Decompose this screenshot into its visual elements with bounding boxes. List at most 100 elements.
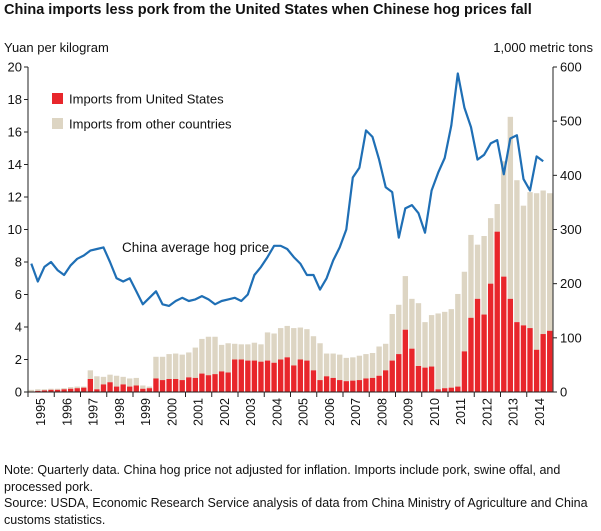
bar-united-states: [474, 298, 481, 392]
x-tick-label: 1996: [60, 398, 74, 426]
bar-other-countries: [133, 377, 139, 386]
bar-united-states: [402, 329, 409, 392]
bar-other-countries: [100, 376, 107, 385]
bar-other-countries: [67, 387, 74, 389]
x-tick-label: 2003: [244, 398, 258, 426]
bar-other-countries: [54, 388, 61, 390]
bar-other-countries: [94, 376, 100, 390]
bar-other-countries: [107, 374, 113, 383]
x-tick-label: 2006: [323, 398, 337, 426]
bar-united-states: [297, 359, 304, 392]
notes-block: Note: Quarterly data. China hog price no…: [4, 462, 596, 528]
bar-other-countries: [356, 355, 363, 381]
bar-other-countries: [369, 353, 376, 378]
bar-other-countries: [474, 244, 481, 299]
bar-other-countries: [28, 389, 34, 392]
x-tick-label: 1997: [87, 398, 101, 426]
bar-other-countries: [61, 388, 67, 390]
bar-other-countries: [186, 352, 192, 378]
bar-united-states: [264, 360, 271, 392]
bar-united-states: [48, 389, 54, 392]
x-tick-label: 2005: [297, 398, 311, 426]
x-tick-label: 2011: [454, 398, 468, 425]
chart-canvas: 0246810121416182001002003004005006001995…: [8, 60, 582, 426]
bar-united-states: [140, 388, 146, 392]
x-tick-label: 1998: [113, 398, 127, 426]
left-tick-label: 8: [15, 255, 22, 270]
bar-united-states: [192, 377, 199, 392]
bar-united-states: [455, 386, 461, 392]
bar-other-countries: [264, 332, 271, 361]
bar-united-states: [448, 387, 454, 392]
bar-united-states: [100, 384, 107, 392]
bar-united-states: [422, 367, 428, 392]
left-tick-label: 12: [8, 190, 22, 205]
right-tick-label: 600: [560, 60, 582, 75]
bar-other-countries: [205, 336, 212, 376]
x-tick-label: 1995: [34, 398, 48, 426]
bar-other-countries: [415, 303, 422, 366]
bar-united-states: [514, 322, 520, 392]
bar-united-states: [343, 381, 349, 392]
bar-united-states: [251, 360, 258, 392]
bar-united-states: [127, 386, 133, 392]
bar-united-states: [527, 328, 533, 392]
bar-other-countries: [232, 343, 238, 360]
bar-other-countries: [113, 375, 120, 387]
bar-other-countries: [291, 328, 297, 366]
right-tick-label: 100: [560, 330, 582, 345]
bar-other-countries: [166, 354, 172, 379]
left-tick-label: 20: [8, 60, 22, 75]
bar-united-states: [284, 357, 290, 392]
bar-united-states: [258, 361, 264, 392]
bar-united-states: [159, 380, 166, 392]
x-tick-label: 2014: [533, 398, 547, 426]
bar-united-states: [232, 359, 238, 392]
bar-other-countries: [212, 336, 218, 375]
bar-united-states: [133, 385, 139, 392]
bar-other-countries: [179, 354, 185, 381]
bar-united-states: [547, 330, 553, 392]
bar-other-countries: [481, 236, 487, 315]
bar-other-countries: [225, 343, 231, 373]
bar-other-countries: [251, 342, 258, 361]
bar-other-countries: [343, 357, 349, 382]
x-tick-label: 2001: [192, 398, 206, 426]
bar-other-countries: [363, 354, 369, 379]
x-tick-label: 2010: [428, 398, 442, 426]
bar-other-countries: [540, 190, 546, 335]
right-tick-label: 0: [560, 385, 567, 400]
bar-united-states: [337, 380, 343, 392]
bar-united-states: [435, 389, 441, 392]
bar-other-countries: [192, 347, 199, 378]
bar-other-countries: [455, 293, 461, 387]
bar-other-countries: [533, 193, 540, 350]
bar-other-countries: [487, 218, 494, 284]
bar-other-countries: [435, 313, 441, 390]
bar-other-countries: [442, 311, 448, 389]
chart-source: Source: USDA, Economic Research Service …: [4, 496, 588, 527]
bar-united-states: [35, 390, 41, 392]
bar-united-states: [396, 354, 402, 392]
bar-other-countries: [520, 205, 527, 326]
bar-other-countries: [376, 346, 382, 376]
bar-united-states: [67, 388, 74, 392]
bar-other-countries: [409, 298, 415, 349]
bar-other-countries: [507, 116, 514, 299]
left-tick-label: 2: [15, 352, 22, 367]
bar-united-states: [179, 380, 185, 392]
bar-other-countries: [41, 389, 48, 391]
x-tick-label: 2012: [480, 398, 494, 426]
bar-united-states: [74, 388, 80, 392]
bar-united-states: [238, 359, 244, 392]
bar-united-states: [330, 377, 336, 392]
bar-united-states: [363, 378, 369, 392]
bar-other-countries: [330, 353, 336, 378]
bar-united-states: [310, 370, 317, 392]
bar-united-states: [277, 359, 284, 392]
bar-united-states: [461, 351, 468, 392]
x-tick-label: 2007: [349, 398, 363, 426]
bar-united-states: [107, 382, 113, 392]
bar-other-countries: [468, 234, 474, 318]
bar-other-countries: [317, 343, 323, 381]
